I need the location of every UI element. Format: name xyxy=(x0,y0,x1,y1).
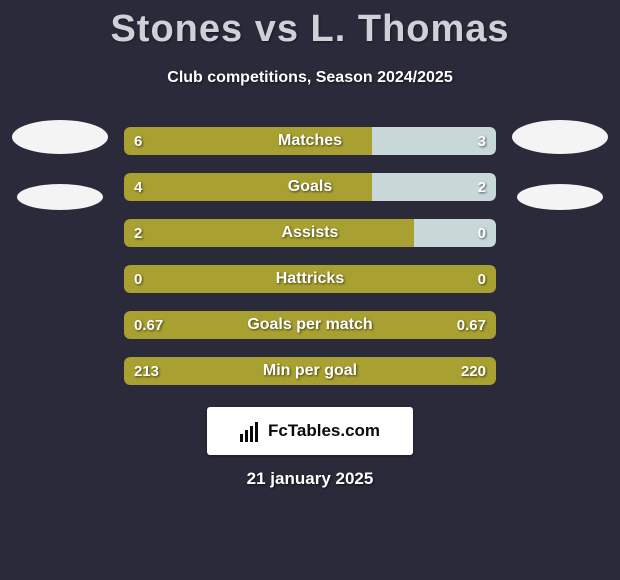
brand-text: FcTables.com xyxy=(268,421,380,441)
stat-label: Goals per match xyxy=(124,311,496,339)
brand-badge[interactable]: FcTables.com xyxy=(207,407,413,455)
avatar-ellipse xyxy=(517,184,603,210)
stat-row: 00Hattricks xyxy=(124,265,496,293)
stats-container: 63Matches 42Goals 20Assists 00Hattricks 0.67… xyxy=(124,127,496,385)
avatar-left-stack xyxy=(12,120,108,210)
stat-label: Assists xyxy=(124,219,496,247)
stat-label: Goals xyxy=(124,173,496,201)
stat-row: 42Goals xyxy=(124,173,496,201)
avatar-ellipse xyxy=(17,184,103,210)
page-title: Stones vs L. Thomas xyxy=(0,0,620,51)
stat-row: 63Matches xyxy=(124,127,496,155)
stat-row: 20Assists xyxy=(124,219,496,247)
bar-chart-icon xyxy=(240,420,262,442)
stat-label: Matches xyxy=(124,127,496,155)
avatar-right-stack xyxy=(512,120,608,210)
date-label: 21 january 2025 xyxy=(0,469,620,489)
stat-label: Hattricks xyxy=(124,265,496,293)
stat-row: 0.670.67Goals per match xyxy=(124,311,496,339)
avatar-ellipse xyxy=(12,120,108,154)
stat-label: Min per goal xyxy=(124,357,496,385)
avatar-ellipse xyxy=(512,120,608,154)
subtitle: Club competitions, Season 2024/2025 xyxy=(0,69,620,87)
stat-row: 213220Min per goal xyxy=(124,357,496,385)
